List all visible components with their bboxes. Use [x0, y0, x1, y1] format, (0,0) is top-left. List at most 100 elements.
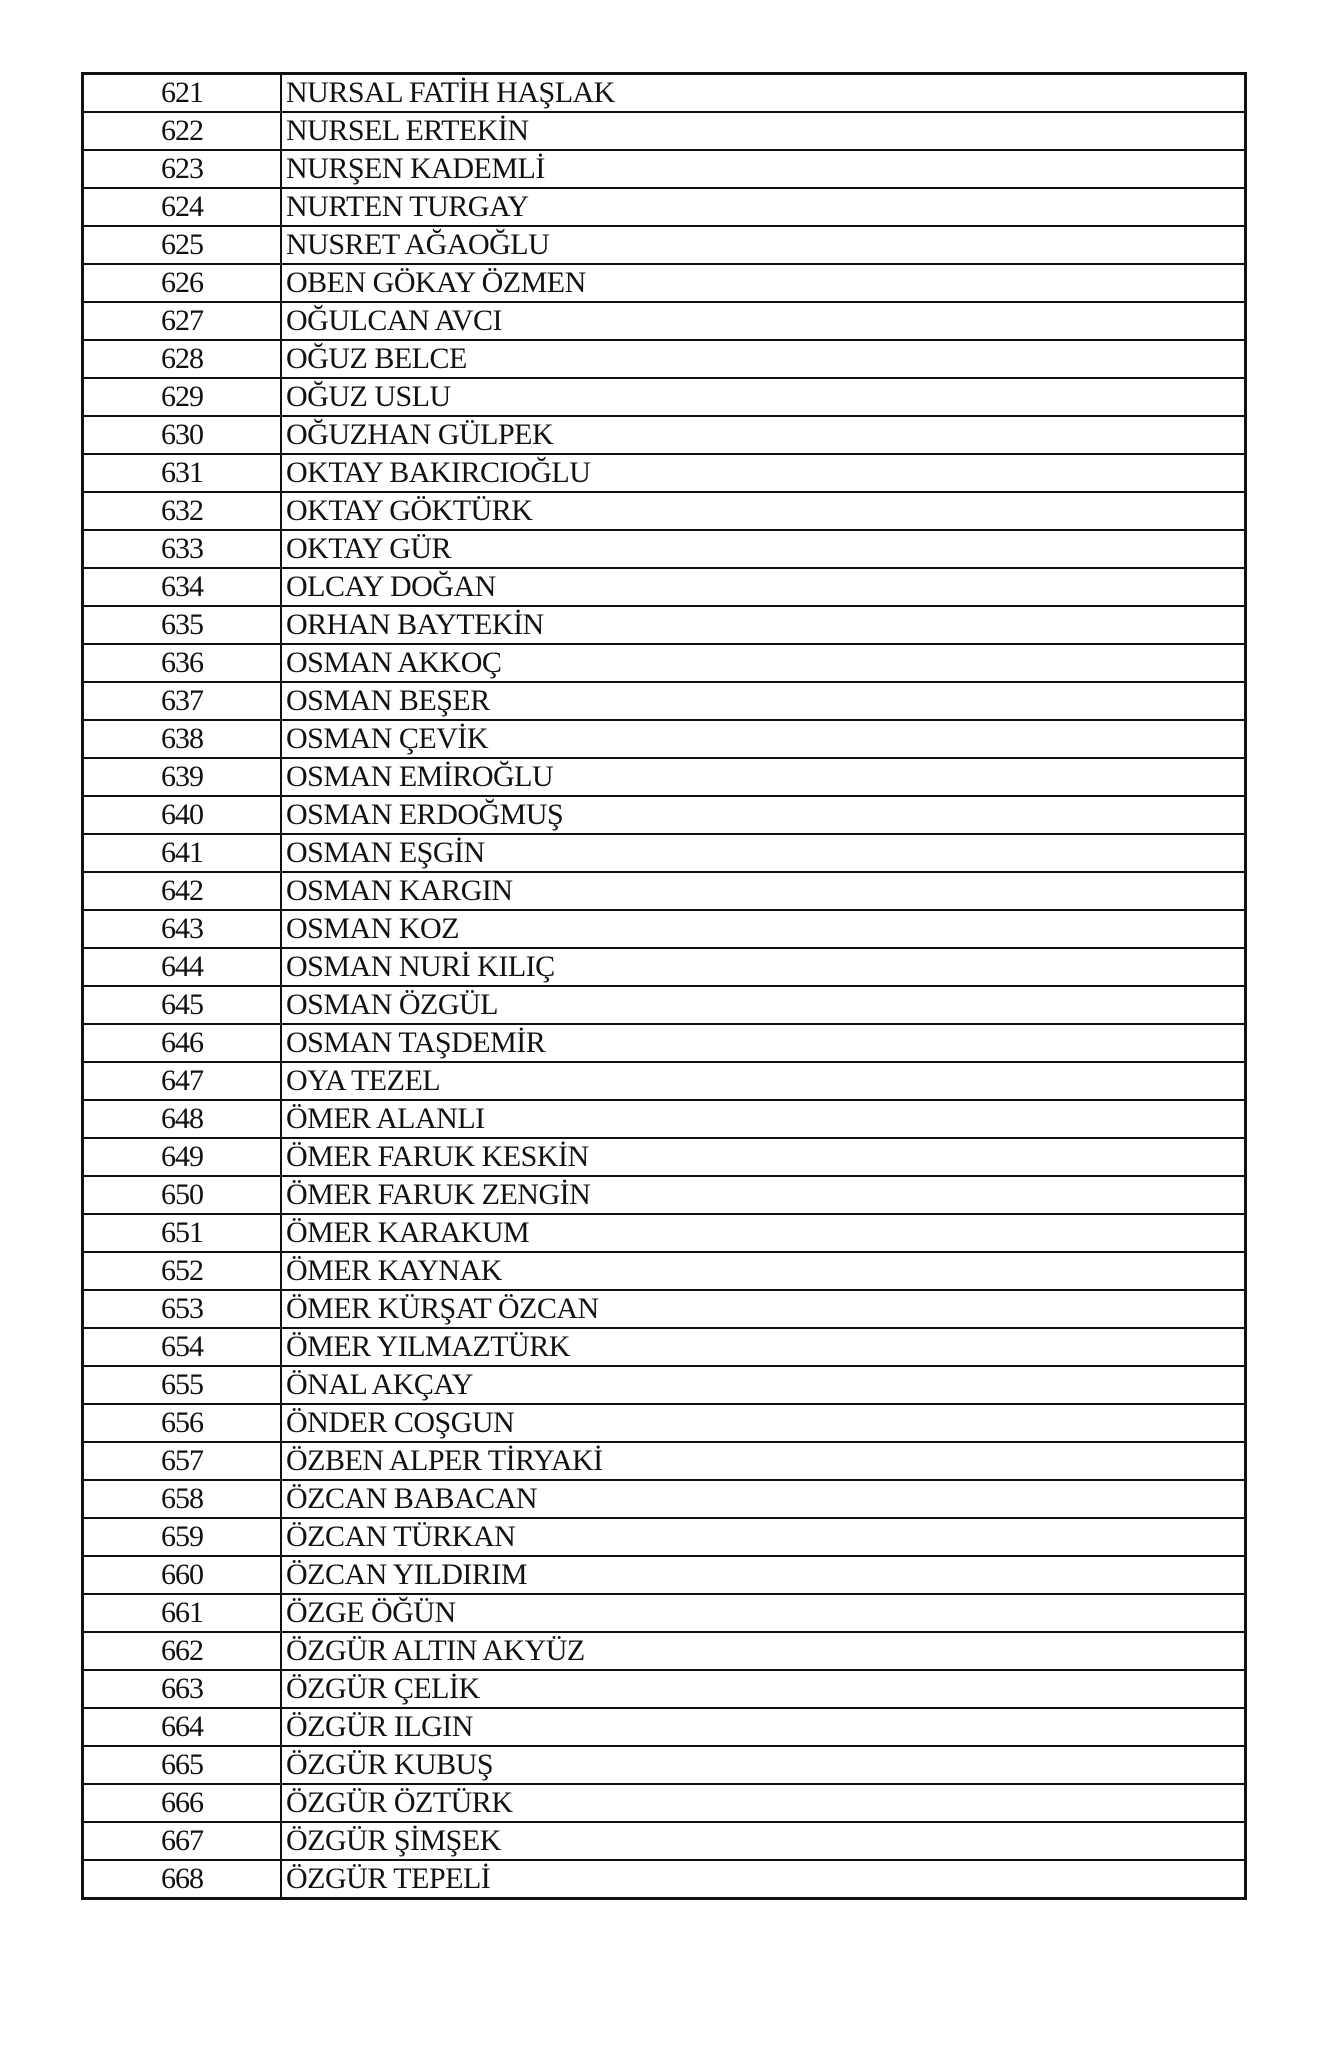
row-number: 649 [81, 1137, 282, 1177]
person-name: ÖZGÜR ÇELİK [280, 1669, 1247, 1709]
person-name: ÖZGÜR TEPELİ [280, 1859, 1247, 1900]
table-row: 631 OKTAY BAKIRCIOĞLU [81, 453, 1247, 493]
person-name: ÖMER ALANLI [280, 1099, 1247, 1139]
row-number: 622 [81, 111, 282, 151]
table-row: 662 ÖZGÜR ALTIN AKYÜZ [81, 1631, 1247, 1671]
row-number: 638 [81, 719, 282, 759]
person-name: ÖMER YILMAZTÜRK [280, 1327, 1247, 1367]
row-number: 632 [81, 491, 282, 531]
row-number: 628 [81, 339, 282, 379]
row-number: 643 [81, 909, 282, 949]
row-number: 657 [81, 1441, 282, 1481]
row-number: 664 [81, 1707, 282, 1747]
row-number: 639 [81, 757, 282, 797]
person-name: NURŞEN KADEMLİ [280, 149, 1247, 189]
table-row: 645 OSMAN ÖZGÜL [81, 985, 1247, 1025]
table-row: 639 OSMAN EMİROĞLU [81, 757, 1247, 797]
table-row: 660 ÖZCAN YILDIRIM [81, 1555, 1247, 1595]
row-number: 635 [81, 605, 282, 645]
table-row: 655 ÖNAL AKÇAY [81, 1365, 1247, 1405]
row-number: 651 [81, 1213, 282, 1253]
table-row: 658 ÖZCAN BABACAN [81, 1479, 1247, 1519]
person-name: OSMAN EŞGİN [280, 833, 1247, 873]
table-row: 637 OSMAN BEŞER [81, 681, 1247, 721]
person-name: NURSEL ERTEKİN [280, 111, 1247, 151]
table-row: 664 ÖZGÜR ILGIN [81, 1707, 1247, 1747]
table-row: 643 OSMAN KOZ [81, 909, 1247, 949]
row-number: 624 [81, 187, 282, 227]
table-row: 651 ÖMER KARAKUM [81, 1213, 1247, 1253]
person-name: ÖMER KAYNAK [280, 1251, 1247, 1291]
row-number: 668 [81, 1859, 282, 1900]
row-number: 644 [81, 947, 282, 987]
table-row: 621 NURSAL FATİH HAŞLAK [81, 72, 1247, 113]
table-row: 641 OSMAN EŞGİN [81, 833, 1247, 873]
person-name: OĞULCAN AVCI [280, 301, 1247, 341]
row-number: 636 [81, 643, 282, 683]
table-row: 663 ÖZGÜR ÇELİK [81, 1669, 1247, 1709]
person-name: ÖZGE ÖĞÜN [280, 1593, 1247, 1633]
person-name: OYA TEZEL [280, 1061, 1247, 1101]
table-row: 661 ÖZGE ÖĞÜN [81, 1593, 1247, 1633]
row-number: 637 [81, 681, 282, 721]
table-row: 633 OKTAY GÜR [81, 529, 1247, 569]
person-name: OSMAN ÖZGÜL [280, 985, 1247, 1025]
row-number: 623 [81, 149, 282, 189]
table-row: 622 NURSEL ERTEKİN [81, 111, 1247, 151]
person-name: ÖZGÜR KUBUŞ [280, 1745, 1247, 1785]
table-row: 656 ÖNDER COŞGUN [81, 1403, 1247, 1443]
person-name: ÖNDER COŞGUN [280, 1403, 1247, 1443]
person-name: OSMAN NURİ KILIÇ [280, 947, 1247, 987]
person-name: OSMAN ERDOĞMUŞ [280, 795, 1247, 835]
table-row: 649 ÖMER FARUK KESKİN [81, 1137, 1247, 1177]
table-row: 647 OYA TEZEL [81, 1061, 1247, 1101]
person-name: ÖZGÜR ŞİMŞEK [280, 1821, 1247, 1861]
row-number: 641 [81, 833, 282, 873]
person-name: ÖZCAN YILDIRIM [280, 1555, 1247, 1595]
row-number: 661 [81, 1593, 282, 1633]
table-row: 668 ÖZGÜR TEPELİ [81, 1859, 1247, 1900]
table-row: 652 ÖMER KAYNAK [81, 1251, 1247, 1291]
table-row: 648 ÖMER ALANLI [81, 1099, 1247, 1139]
person-name: OSMAN TAŞDEMİR [280, 1023, 1247, 1063]
table-row: 665 ÖZGÜR KUBUŞ [81, 1745, 1247, 1785]
row-number: 645 [81, 985, 282, 1025]
row-number: 658 [81, 1479, 282, 1519]
table-row: 634 OLCAY DOĞAN [81, 567, 1247, 607]
table-row: 627 OĞULCAN AVCI [81, 301, 1247, 341]
person-name: OSMAN EMİROĞLU [280, 757, 1247, 797]
table-row: 640 OSMAN ERDOĞMUŞ [81, 795, 1247, 835]
row-number: 656 [81, 1403, 282, 1443]
row-number: 659 [81, 1517, 282, 1557]
table-row: 666 ÖZGÜR ÖZTÜRK [81, 1783, 1247, 1823]
person-name: NURTEN TURGAY [280, 187, 1247, 227]
row-number: 653 [81, 1289, 282, 1329]
row-number: 627 [81, 301, 282, 341]
person-name: OKTAY GÖKTÜRK [280, 491, 1247, 531]
person-name: OSMAN KOZ [280, 909, 1247, 949]
row-number: 652 [81, 1251, 282, 1291]
person-name: NUSRET AĞAOĞLU [280, 225, 1247, 265]
person-name: OBEN GÖKAY ÖZMEN [280, 263, 1247, 303]
person-name: OKTAY GÜR [280, 529, 1247, 569]
person-name: ÖMER KARAKUM [280, 1213, 1247, 1253]
name-list-table: 621 NURSAL FATİH HAŞLAK 622 NURSEL ERTEKİN 6… [81, 72, 1247, 1900]
table-row: 626 OBEN GÖKAY ÖZMEN [81, 263, 1247, 303]
table-row: 635 ORHAN BAYTEKİN [81, 605, 1247, 645]
person-name: ÖMER FARUK ZENGİN [280, 1175, 1247, 1215]
table-row: 625 NUSRET AĞAOĞLU [81, 225, 1247, 265]
row-number: 634 [81, 567, 282, 607]
table-row: 636 OSMAN AKKOÇ [81, 643, 1247, 683]
person-name: ÖMER FARUK KESKİN [280, 1137, 1247, 1177]
table-row: 629 OĞUZ USLU [81, 377, 1247, 417]
row-number: 646 [81, 1023, 282, 1063]
person-name: OSMAN BEŞER [280, 681, 1247, 721]
person-name: ÖZGÜR ÖZTÜRK [280, 1783, 1247, 1823]
person-name: ÖNAL AKÇAY [280, 1365, 1247, 1405]
table-row: 642 OSMAN KARGIN [81, 871, 1247, 911]
table-row: 638 OSMAN ÇEVİK [81, 719, 1247, 759]
row-number: 662 [81, 1631, 282, 1671]
row-number: 631 [81, 453, 282, 493]
table-row: 650 ÖMER FARUK ZENGİN [81, 1175, 1247, 1215]
row-number: 648 [81, 1099, 282, 1139]
